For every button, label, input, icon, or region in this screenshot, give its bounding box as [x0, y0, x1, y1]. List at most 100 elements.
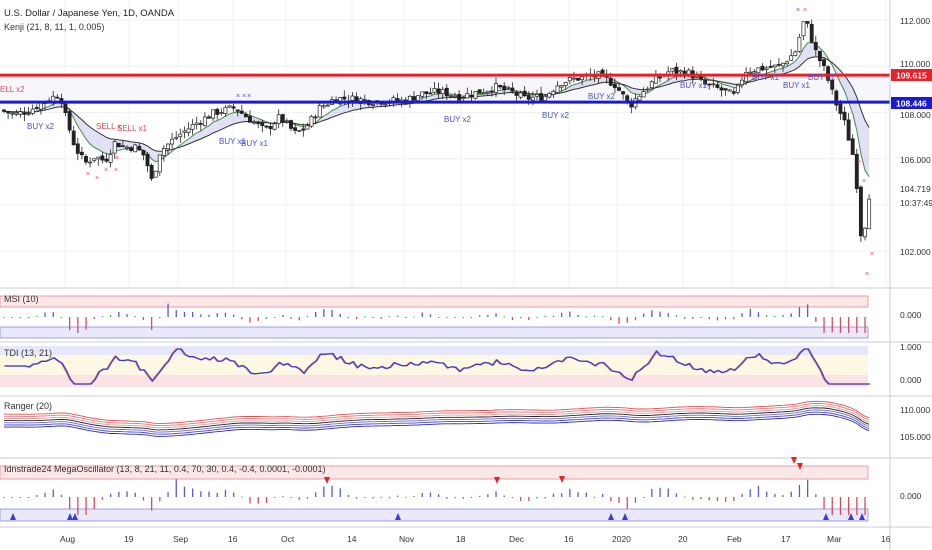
candle-body: [719, 87, 724, 91]
mega-bar: [44, 492, 46, 497]
time-tick: 18: [456, 534, 466, 544]
msi-bar: [856, 317, 858, 333]
candle-body: [92, 158, 97, 161]
mega-bar: [446, 497, 448, 499]
candle-body: [436, 88, 441, 94]
candle-body: [280, 114, 285, 123]
msi-bar: [651, 310, 653, 317]
candle-body: [571, 77, 576, 80]
time-axis[interactable]: Aug 19 Sep 16 Oct 14 Nov 18 Dec 16 2020 …: [60, 534, 891, 544]
mega-bar: [757, 485, 760, 497]
candle-body: [641, 91, 646, 98]
candle-body: [297, 130, 302, 132]
msi-bar: [183, 311, 186, 317]
candle-body: [116, 142, 121, 148]
msi-bar: [282, 314, 284, 317]
candle-body: [793, 51, 798, 56]
tdi-tick: 0.000: [900, 375, 922, 385]
msi-bar: [831, 317, 833, 333]
mega-bar: [561, 493, 563, 497]
ranger-band: [4, 411, 870, 435]
candle-body: [276, 114, 281, 124]
sell-marker: ×: [114, 167, 118, 174]
candle-body: [813, 41, 818, 51]
msi-bar: [774, 315, 776, 317]
indicator-title: Kenji (21, 8, 11, 1, 0.005): [4, 22, 105, 32]
candle-body: [112, 141, 117, 154]
msi-bar: [700, 317, 702, 318]
candle-body: [465, 93, 470, 99]
candle-body: [428, 92, 433, 95]
mega-bar: [536, 497, 538, 499]
resistance-badge[interactable]: [891, 69, 932, 81]
horizontal-levels[interactable]: [0, 73, 890, 104]
mega-bar: [257, 497, 259, 504]
mega-bar: [28, 497, 30, 498]
mega-bar: [200, 491, 202, 497]
mega-bar: [241, 496, 243, 498]
msi-bar: [134, 316, 136, 318]
msi-bar: [643, 313, 645, 317]
msi-bar: [569, 311, 571, 317]
candle-body: [699, 75, 703, 80]
candle-body: [149, 164, 154, 179]
msi-bar: [429, 314, 432, 317]
mega-bar: [725, 497, 727, 502]
msi-tick: 0.000: [900, 310, 922, 320]
candle-body: [776, 63, 781, 66]
candle-body: [321, 105, 326, 108]
tdi-panel[interactable]: [0, 343, 890, 395]
price-tick: 112.000: [900, 16, 930, 26]
msi-bar: [315, 311, 317, 317]
msi-bar: [692, 317, 694, 319]
mega-panel[interactable]: [0, 459, 890, 526]
support-badge[interactable]: [891, 97, 932, 109]
sell-arrow: [797, 463, 803, 470]
msi-bar: [356, 317, 358, 320]
msi-panel[interactable]: [0, 289, 890, 341]
candle-body: [129, 147, 134, 151]
mega-tick: 0.000: [900, 491, 922, 501]
candle-body: [494, 83, 498, 93]
candle-body: [219, 112, 224, 114]
price-panel[interactable]: ××× ×××××××× × ××: [0, 0, 890, 287]
mega-bar: [134, 492, 136, 497]
candle-body: [350, 95, 355, 101]
candle-body: [235, 109, 240, 112]
resistance-badge-label: 109.615: [896, 71, 927, 81]
msi-bar: [626, 317, 628, 323]
candle-body: [186, 128, 191, 133]
buy-arrow: [823, 513, 829, 520]
ranger-panel[interactable]: [0, 397, 890, 457]
candle-body: [547, 93, 552, 98]
candle-body: [301, 128, 306, 131]
mega-bar: [101, 497, 104, 500]
msi-bar: [339, 313, 341, 317]
mega-bar: [692, 497, 694, 500]
candle-body: [645, 88, 650, 91]
candle-body: [674, 66, 679, 74]
mega-bar: [274, 497, 276, 498]
candle-body: [272, 123, 277, 130]
msi-bar: [487, 314, 489, 317]
mega-bar: [643, 497, 645, 498]
candle-body: [207, 116, 211, 119]
mega-bar: [495, 491, 497, 497]
mega-bar: [798, 484, 801, 497]
candle-body: [223, 106, 228, 114]
ranger-band: [3, 403, 870, 427]
candle-body: [502, 85, 507, 91]
price-axis[interactable]: 112.000 110.000 108.000 106.000 104.719 …: [891, 16, 932, 501]
mega-bar: [626, 497, 628, 509]
mega-bar: [749, 489, 751, 497]
candle-body: [850, 138, 855, 155]
mega-bar: [585, 492, 587, 497]
candle-body: [79, 151, 84, 156]
candle-body: [227, 105, 232, 108]
sell-marker: ×: [104, 167, 108, 174]
buy-signal-label: BUY x1: [808, 73, 836, 82]
candle-body: [153, 170, 158, 178]
candle-body: [608, 77, 613, 86]
